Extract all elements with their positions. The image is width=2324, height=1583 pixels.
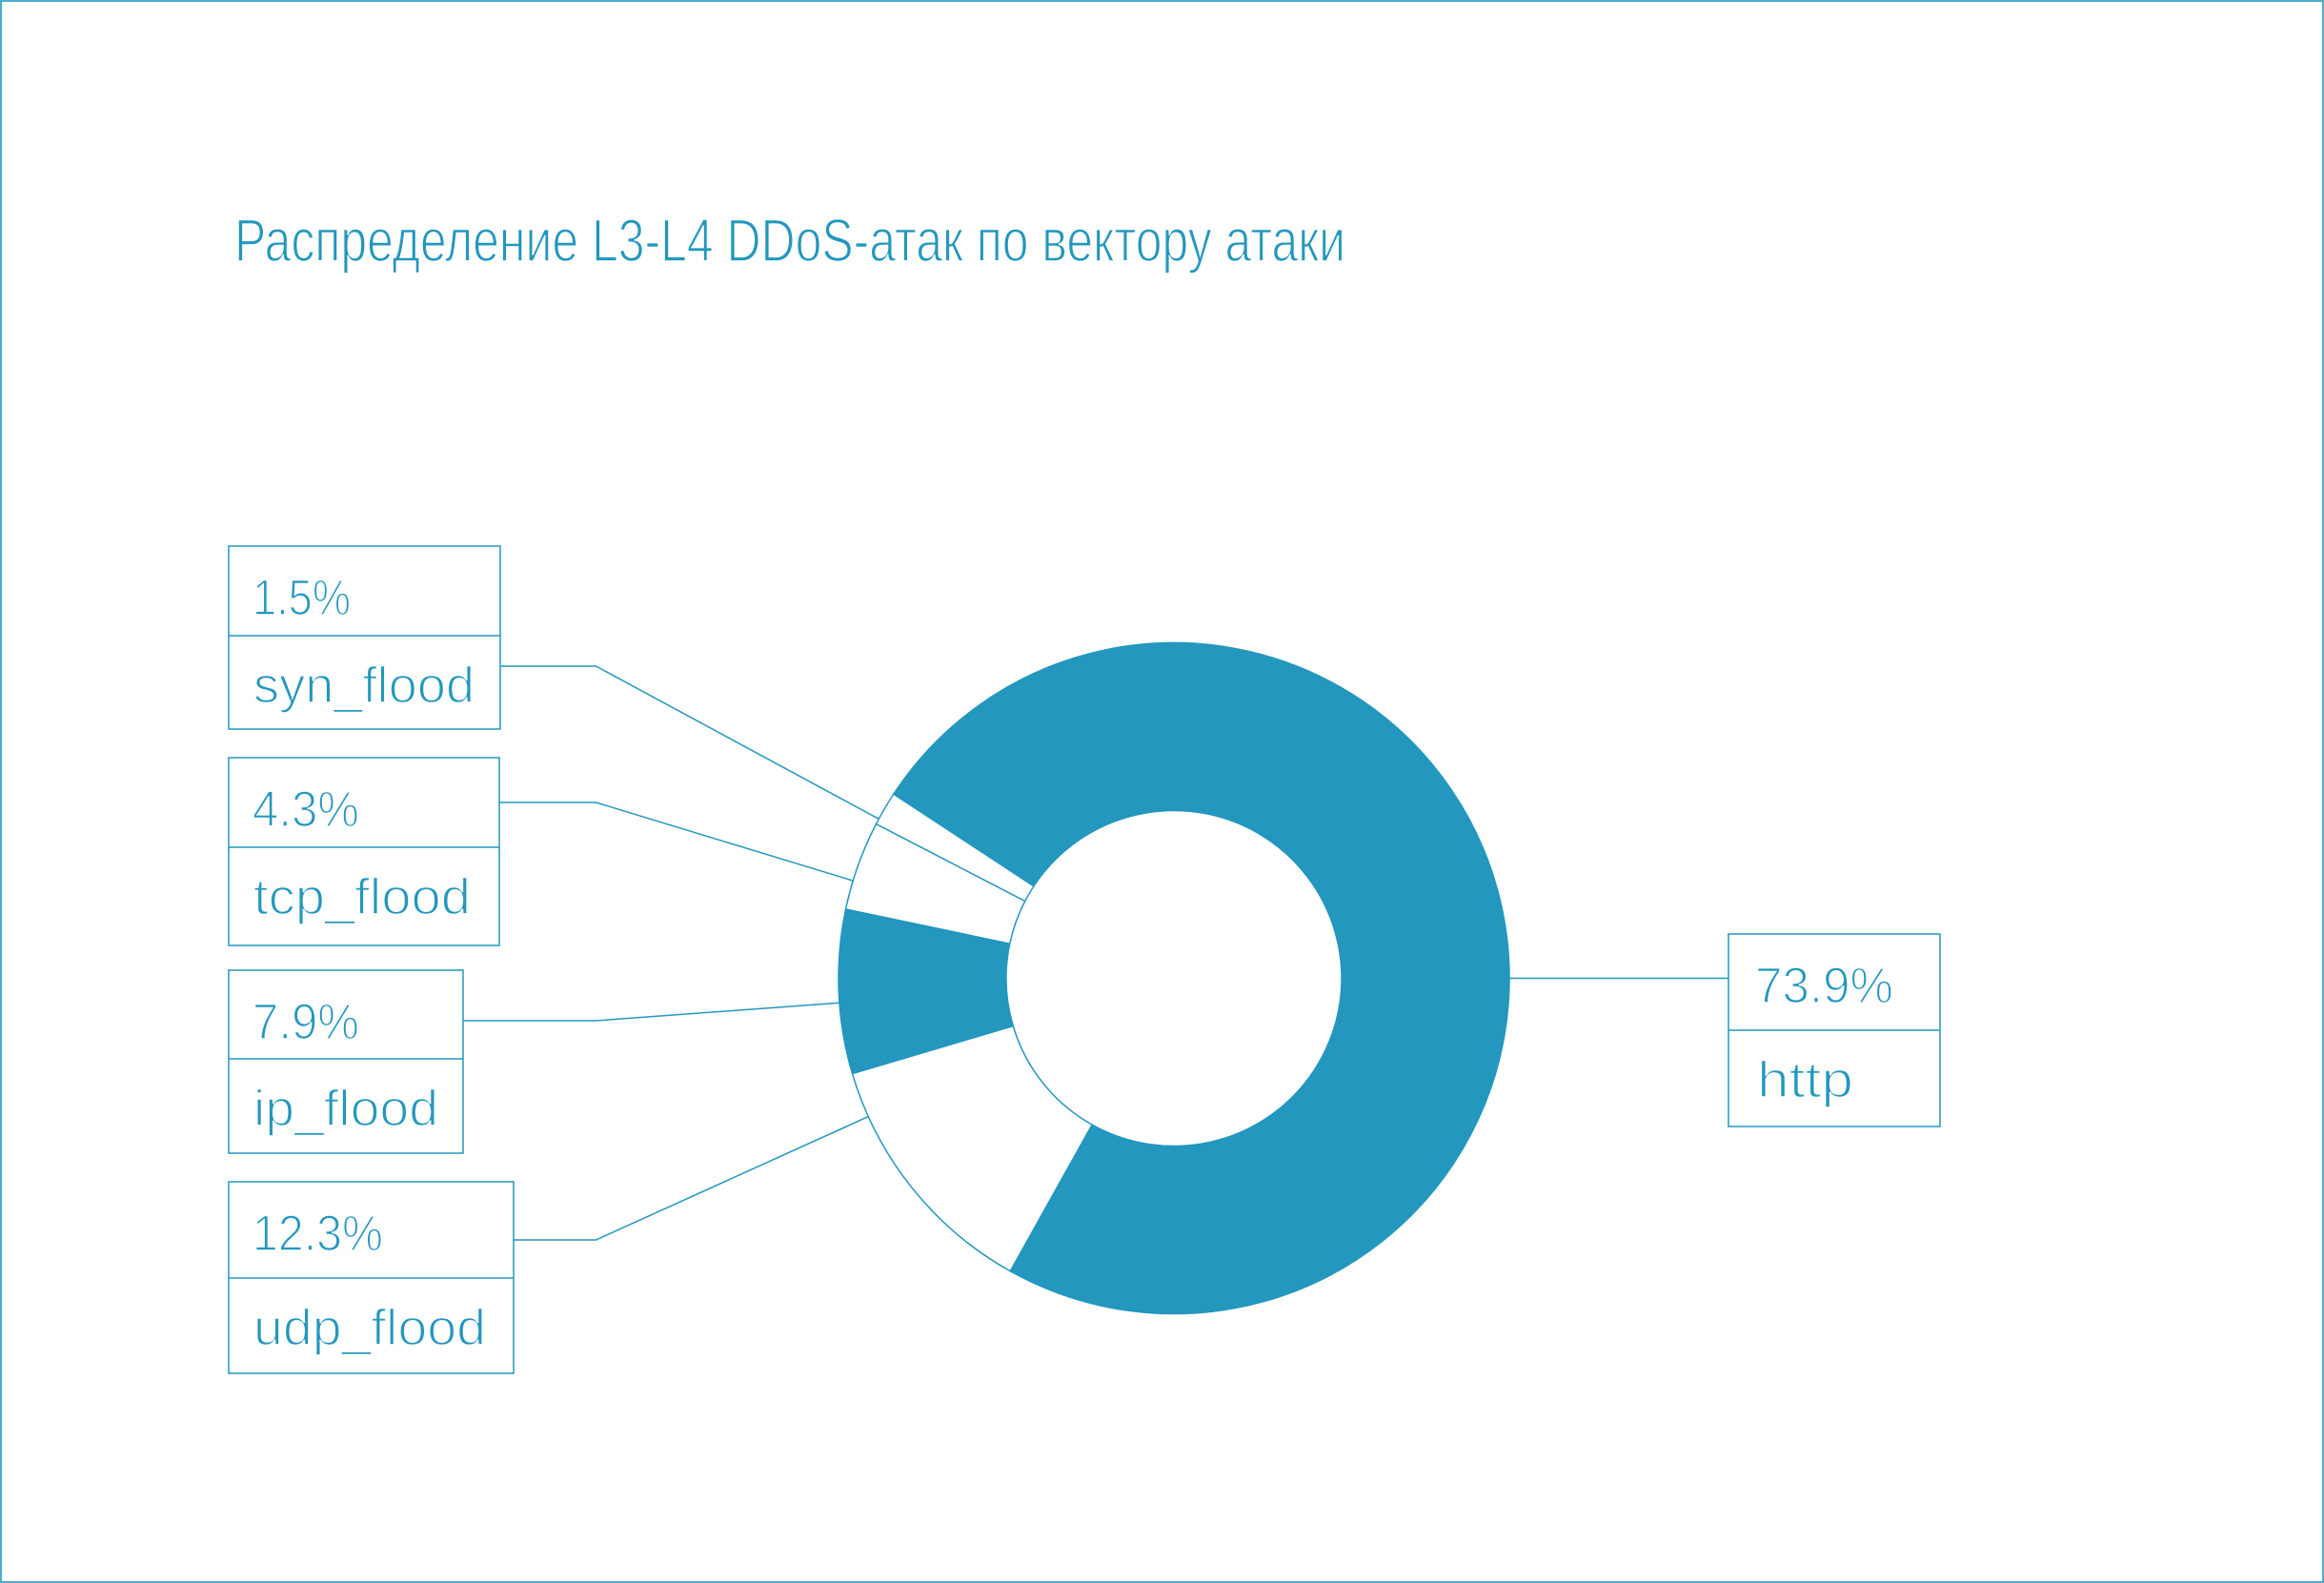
svg-text:tcp_flood: tcp_flood xyxy=(253,869,471,925)
svg-text:Распределение L3-L4 DDoS-атак: Распределение L3-L4 DDoS-атак по вектору… xyxy=(234,208,1345,274)
svg-text:syn_flood: syn_flood xyxy=(253,658,475,714)
svg-text:1.5%: 1.5% xyxy=(253,570,351,626)
svg-text:ip_flood: ip_flood xyxy=(253,1081,438,1137)
svg-text:12.3%: 12.3% xyxy=(253,1206,383,1262)
svg-text:http: http xyxy=(1757,1052,1853,1108)
svg-text:73.9%: 73.9% xyxy=(1755,958,1893,1014)
svg-text:udp_flood: udp_flood xyxy=(253,1300,486,1356)
svg-text:7.9%: 7.9% xyxy=(253,994,359,1050)
svg-text:4.3%: 4.3% xyxy=(253,781,359,838)
